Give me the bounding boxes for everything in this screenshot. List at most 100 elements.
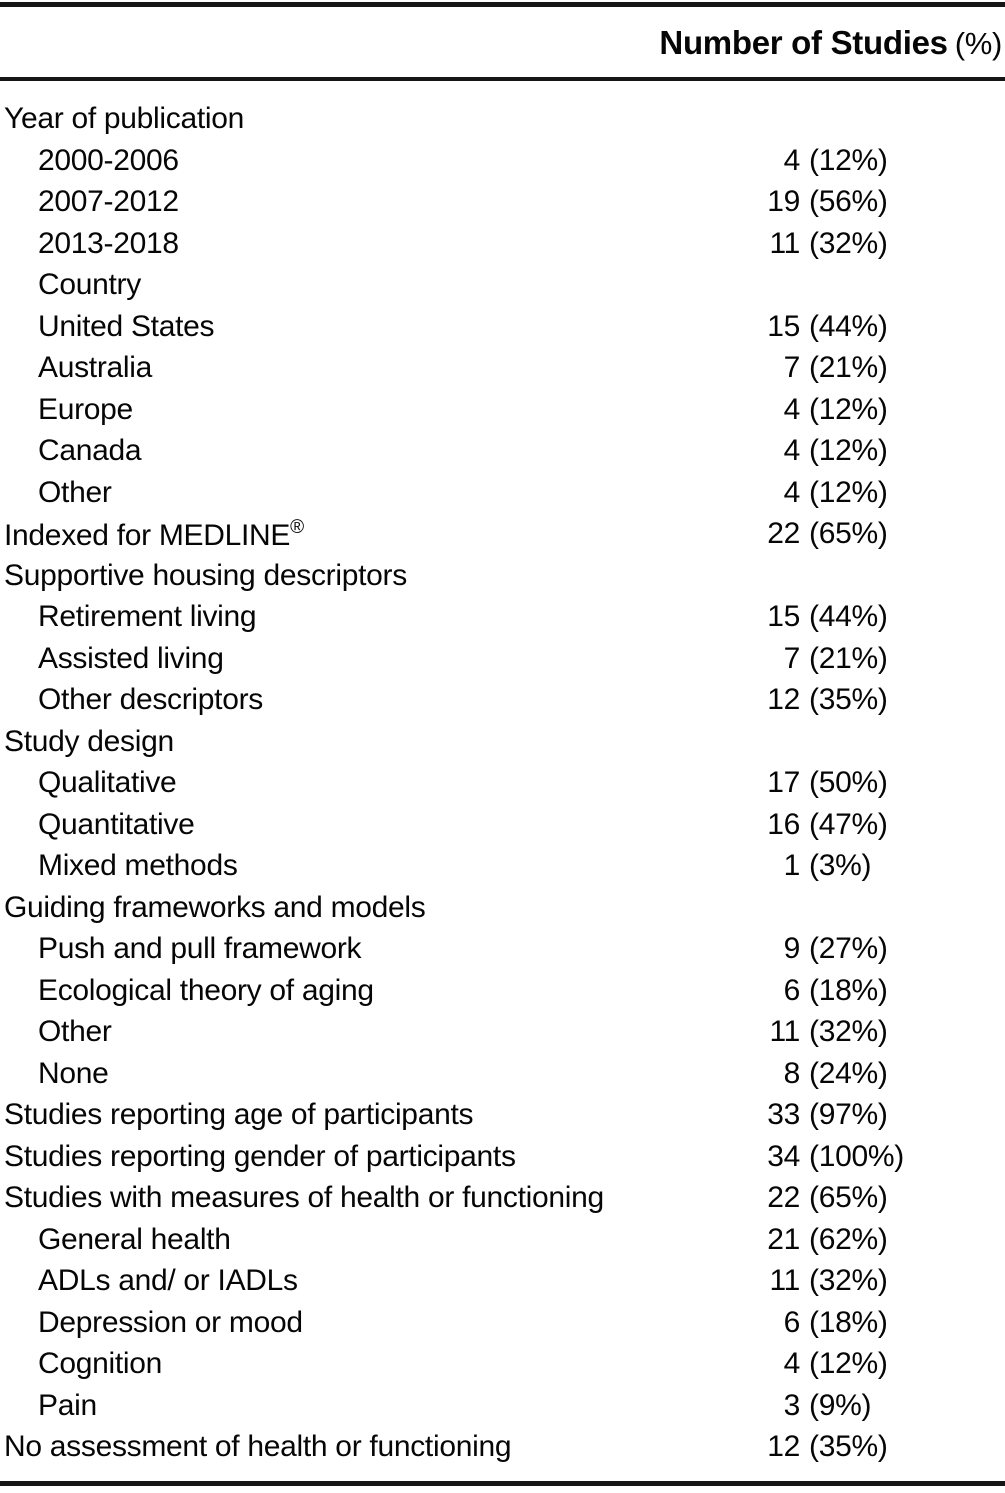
table-row: United States 15 (44%): [0, 307, 1005, 349]
study-count: 9: [783, 932, 801, 965]
row-label: 2007-2012: [38, 185, 179, 218]
row-label: ADLs and/ or IADLs: [38, 1264, 298, 1297]
study-percent: (24%): [809, 1056, 888, 1090]
row-value: 1 (3%): [728, 849, 1005, 883]
table-row: Qualitative 17 (50%): [0, 763, 1005, 805]
table-row: 2007-2012 19 (56%): [0, 182, 1005, 224]
study-count: 7: [783, 641, 801, 675]
row-value: 4 (12%): [728, 476, 1005, 510]
row-label: Ecological theory of aging: [38, 973, 374, 1007]
table-row: ADLs and/ or IADLs 11 (32%): [0, 1261, 1005, 1303]
row-label: No assessment of health or functioning: [4, 1430, 512, 1463]
row-label: Studies with measures of health or funct…: [4, 1181, 604, 1214]
row-label: None: [38, 1056, 109, 1090]
row-value: 4 (12%): [728, 434, 1005, 468]
row-value: 7 (21%): [728, 351, 1005, 385]
study-percent: (3%): [809, 849, 872, 882]
study-percent: (62%): [809, 1222, 888, 1256]
row-label: Guiding frameworks and models: [4, 890, 426, 924]
table-bottom-rule: [0, 1481, 1005, 1486]
column-header-percent-label: (%): [954, 26, 1003, 61]
study-percent: (12%): [809, 392, 888, 426]
study-count: 7: [783, 351, 801, 384]
row-label: Other descriptors: [38, 683, 263, 716]
row-label: Push and pull framework: [38, 932, 362, 965]
row-value: 19 (56%): [728, 185, 1005, 219]
study-percent: (32%): [809, 226, 888, 260]
row-value: 17 (50%): [728, 766, 1005, 800]
study-count: 16: [767, 807, 800, 841]
row-label: Cognition: [38, 1347, 163, 1380]
row-label: Depression or mood: [38, 1305, 303, 1339]
row-label: General health: [38, 1222, 231, 1256]
study-count: 11: [769, 226, 800, 260]
row-label: Retirement living: [38, 600, 257, 633]
table-row: Studies with measures of health or funct…: [0, 1178, 1005, 1220]
study-percent: (35%): [809, 1430, 888, 1463]
study-count: 33: [767, 1098, 800, 1131]
study-percent: (21%): [809, 641, 888, 675]
study-count: 15: [767, 309, 800, 343]
study-count: 11: [769, 1264, 800, 1297]
table-row: None 8 (24%): [0, 1054, 1005, 1096]
row-label: Supportive housing descriptors: [4, 558, 407, 592]
table-row: Quantitative 16 (47%): [0, 805, 1005, 847]
row-label: Studies reporting age of participants: [4, 1098, 474, 1131]
study-percent: (56%): [809, 185, 888, 218]
row-label: Quantitative: [38, 807, 195, 841]
study-count: 8: [783, 1056, 801, 1090]
column-header-title: Number of Studies: [659, 24, 948, 61]
study-count: 4: [783, 1347, 801, 1380]
study-count: 4: [783, 434, 801, 467]
table-row: Retirement living 15 (44%): [0, 597, 1005, 639]
table-row: Indexed for MEDLINE® 22 (65%): [0, 514, 1005, 556]
row-value: 11 (32%): [728, 227, 1005, 261]
table-row: No assessment of health or functioning 12…: [0, 1427, 1005, 1469]
study-count: 19: [767, 185, 800, 218]
study-count: 21: [767, 1222, 800, 1256]
row-value: 11 (32%): [728, 1015, 1005, 1049]
row-value: 6 (18%): [728, 1306, 1005, 1340]
table-row: Europe 4 (12%): [0, 390, 1005, 432]
row-label: 2000-2006: [38, 143, 179, 177]
table-row: Studies reporting age of participants 33 (…: [0, 1095, 1005, 1137]
table-row: Guiding frameworks and models: [0, 888, 1005, 930]
row-value: 15 (44%): [728, 310, 1005, 344]
study-count: 34: [767, 1139, 800, 1173]
study-percent: (27%): [809, 932, 888, 965]
study-percent: (65%): [809, 1181, 888, 1214]
study-percent: (12%): [809, 143, 888, 177]
study-count: 22: [767, 1181, 800, 1214]
row-label: Other: [38, 1015, 112, 1048]
study-count: 17: [767, 766, 800, 799]
table-body: Year of publication 2000-2006 4 (12%) 2007-2…: [0, 99, 1005, 1469]
study-percent: (18%): [809, 1305, 888, 1339]
row-value: 8 (24%): [728, 1057, 1005, 1091]
table-row: Study design: [0, 722, 1005, 764]
row-value: 34 (100%): [728, 1140, 1005, 1174]
row-label: Qualitative: [38, 766, 177, 799]
study-count: 15: [767, 600, 800, 633]
table-row: Supportive housing descriptors: [0, 556, 1005, 598]
row-label: Australia: [38, 351, 153, 384]
table-row: Mixed methods 1 (3%): [0, 846, 1005, 888]
study-count: 4: [783, 143, 801, 177]
row-value: 15 (44%): [728, 600, 1005, 634]
study-percent: (21%): [809, 351, 888, 384]
study-count: 6: [783, 973, 801, 1007]
study-count: 6: [783, 1305, 801, 1339]
row-label: Mixed methods: [38, 849, 238, 882]
row-value: 12 (35%): [728, 1430, 1005, 1464]
study-percent: (65%): [809, 517, 888, 550]
table-row: Other 11 (32%): [0, 1012, 1005, 1054]
table-row: Ecological theory of aging 6 (18%): [0, 971, 1005, 1013]
study-percent: (12%): [809, 475, 888, 509]
row-value: 4 (12%): [728, 144, 1005, 178]
table-row: 2000-2006 4 (12%): [0, 141, 1005, 183]
study-percent: (12%): [809, 434, 888, 467]
row-label: United States: [38, 309, 215, 343]
row-value: 22 (65%): [728, 517, 1005, 551]
study-percent: (97%): [809, 1098, 888, 1131]
table-row: Cognition 4 (12%): [0, 1344, 1005, 1386]
row-value: 33 (97%): [728, 1098, 1005, 1132]
